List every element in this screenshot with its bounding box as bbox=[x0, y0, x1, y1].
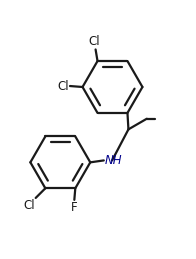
Text: NH: NH bbox=[105, 154, 122, 167]
Text: F: F bbox=[71, 202, 78, 214]
Text: Cl: Cl bbox=[23, 199, 35, 212]
Text: Cl: Cl bbox=[89, 35, 100, 48]
Text: Cl: Cl bbox=[57, 80, 69, 92]
